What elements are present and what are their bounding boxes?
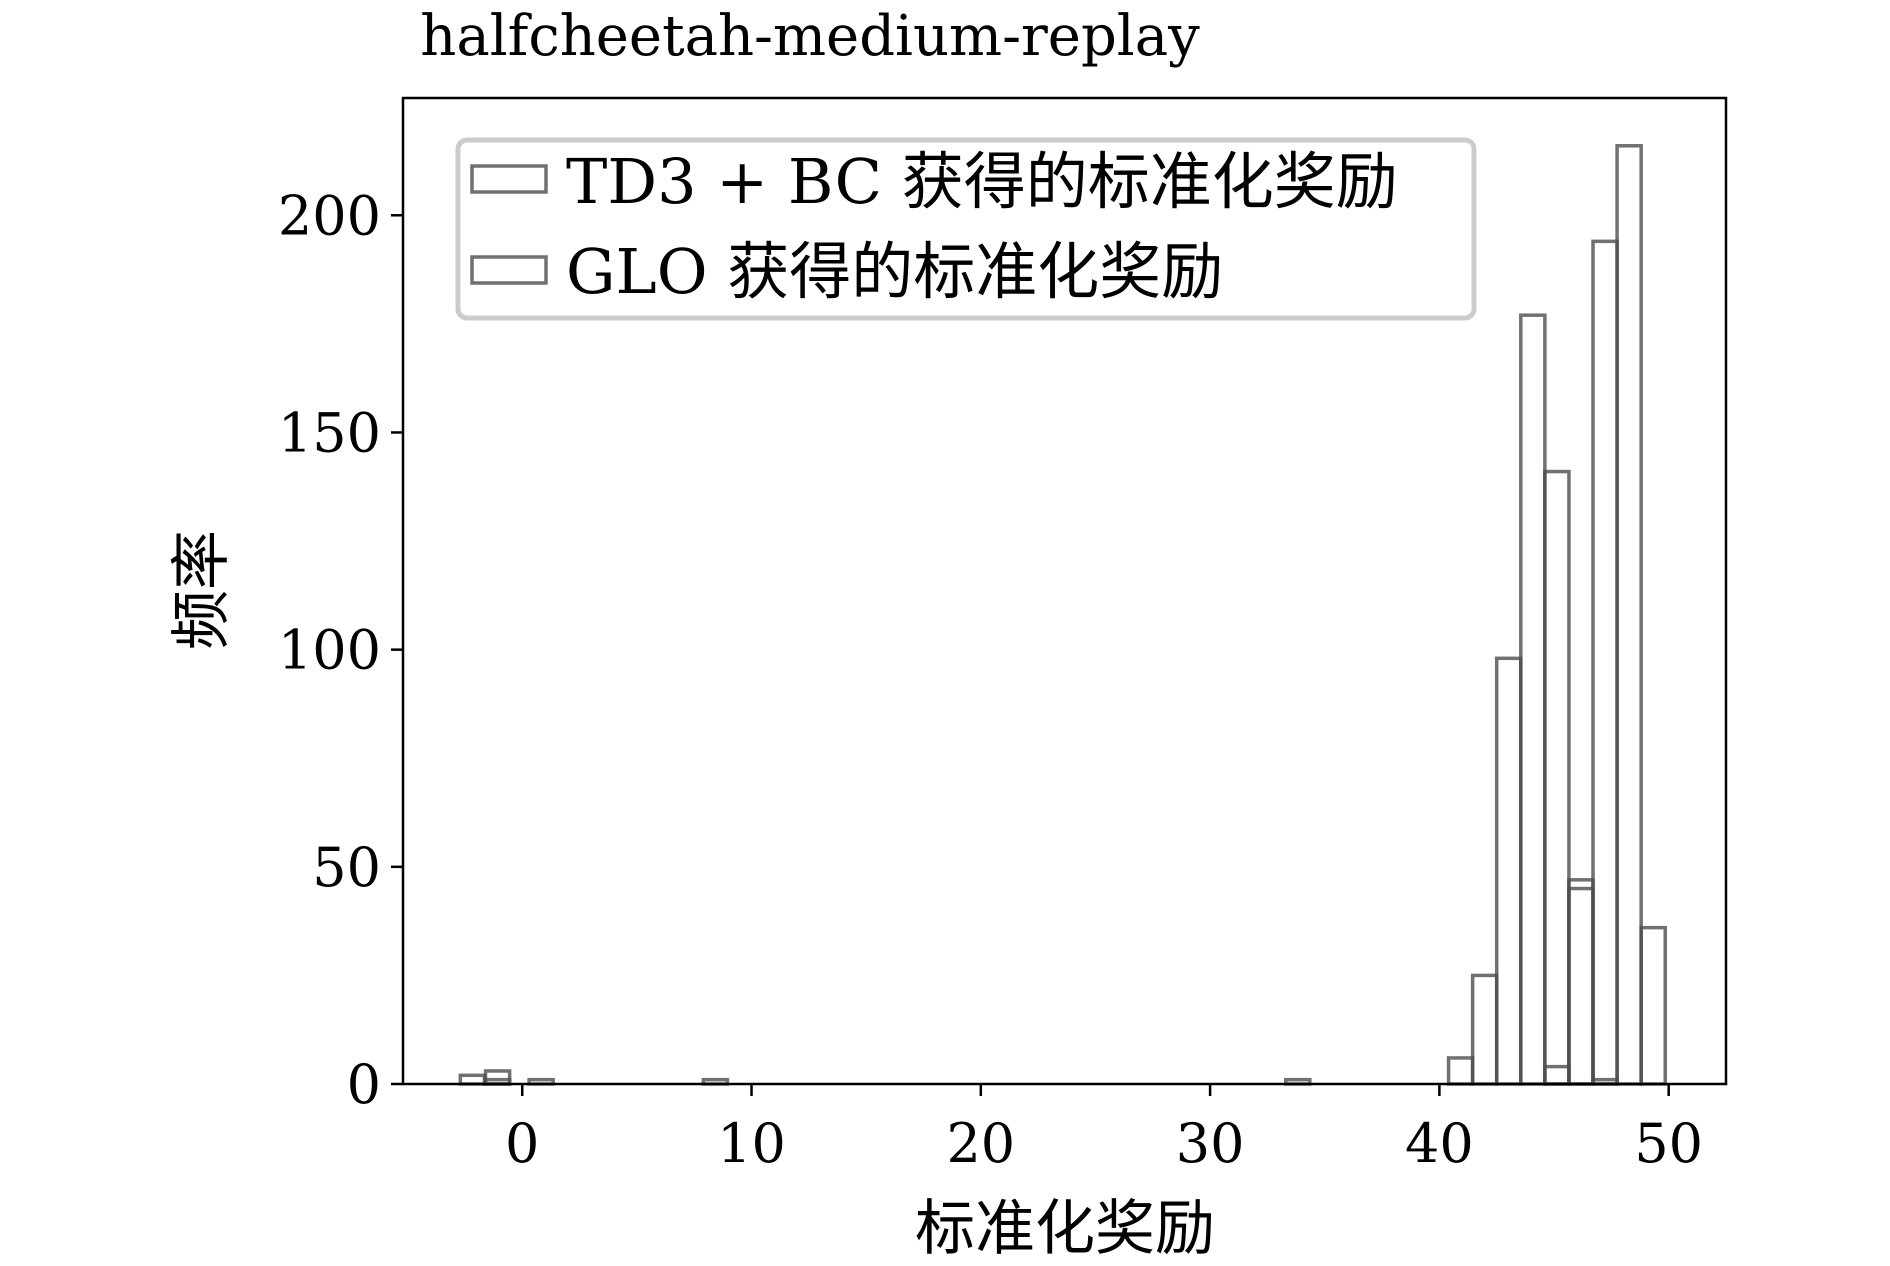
x-tick-label: 50 [1634, 1112, 1703, 1175]
legend: TD3 + BC 获得的标准化奖励 GLO 获得的标准化奖励 [455, 137, 1477, 321]
y-axis-label: 频率 [167, 530, 237, 650]
y-axis: 0 50 100 150 200 [278, 184, 403, 1116]
x-axis: 0 10 20 30 40 50 [505, 1084, 1703, 1175]
histogram-bar-series0-10 [1639, 925, 1667, 1086]
histogram-bar-series0-8 [1591, 239, 1619, 1086]
histogram-bar-series0-5 [1543, 1064, 1571, 1086]
x-tick-label: 10 [717, 1112, 786, 1175]
y-tick-label: 100 [278, 619, 381, 682]
histogram-bar-series1-0 [483, 1069, 512, 1086]
histogram-bar-series1-3 [1494, 656, 1523, 1086]
legend-box [455, 137, 1477, 321]
histogram-bar-series1-5 [1543, 469, 1571, 1086]
legend-swatch-glo [470, 255, 548, 285]
histogram-bar-series1-2 [1470, 973, 1499, 1086]
plot-frame [401, 96, 1728, 1086]
histogram-bar-series1-4 [1519, 313, 1547, 1086]
histogram-bar-series1-6 [1567, 878, 1595, 1086]
x-tick-label: 0 [505, 1112, 539, 1175]
y-tick-label: 0 [347, 1053, 381, 1116]
x-tick-label: 30 [1176, 1112, 1245, 1175]
y-tick-label: 200 [278, 184, 381, 247]
histogram-bar-series1-1 [1446, 1056, 1475, 1086]
legend-label-td3bc: TD3 + BC 获得的标准化奖励 [566, 145, 1398, 218]
histogram-bar-series0-6 [1567, 886, 1595, 1086]
y-tick-label: 150 [278, 401, 381, 464]
histogram-bar-series0-9 [1615, 144, 1643, 1086]
histogram-bar-series0-0 [458, 1073, 487, 1086]
x-axis-label: 标准化奖励 [915, 1194, 1215, 1264]
legend-label-glo: GLO 获得的标准化奖励 [566, 235, 1223, 308]
y-tick-label: 50 [312, 836, 381, 899]
chart-title: halfcheetah-medium-replay [420, 4, 1200, 69]
x-tick-label: 40 [1405, 1112, 1474, 1175]
legend-swatch-td3bc [470, 164, 548, 194]
x-tick-label: 20 [946, 1112, 1015, 1175]
